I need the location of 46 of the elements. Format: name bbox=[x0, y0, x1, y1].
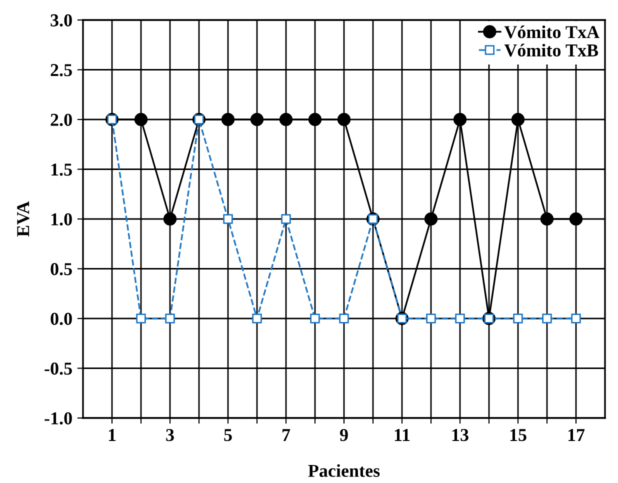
y-tick-label: 3.0 bbox=[50, 14, 72, 27]
y-tick-label: 1.0 bbox=[51, 213, 72, 226]
point bbox=[424, 212, 438, 226]
y-tick-label: 2.0 bbox=[50, 114, 72, 126]
point bbox=[163, 212, 177, 226]
x-tick-label: 1 bbox=[108, 429, 116, 441]
y-tick-label: 1.5 bbox=[51, 164, 72, 176]
point bbox=[281, 214, 291, 224]
point bbox=[542, 314, 552, 324]
point bbox=[569, 212, 583, 226]
point bbox=[221, 112, 235, 126]
y-tick-label: 0.0 bbox=[50, 312, 72, 326]
x-tick-label: 17 bbox=[568, 429, 585, 441]
point bbox=[426, 314, 436, 324]
point bbox=[252, 314, 262, 324]
point bbox=[136, 314, 146, 324]
point bbox=[339, 314, 349, 324]
y-tick-label: -1.0 bbox=[44, 412, 72, 425]
x-tick-label: 5 bbox=[224, 429, 232, 442]
x-tick-label: 7 bbox=[282, 429, 290, 441]
point bbox=[165, 314, 175, 324]
legend-label: Vómito TxB bbox=[504, 44, 598, 57]
y-tick-label: 0.5 bbox=[50, 263, 72, 276]
x-tick-label: 3 bbox=[166, 428, 174, 442]
x-tick-label: 15 bbox=[510, 429, 526, 442]
point bbox=[134, 112, 148, 126]
point bbox=[571, 314, 581, 324]
legend-label: Vómito TxA bbox=[504, 26, 600, 38]
point bbox=[337, 112, 351, 126]
y-tick-label: 2.5 bbox=[50, 64, 72, 76]
point bbox=[511, 112, 525, 126]
y-tick-label: -0.5 bbox=[44, 362, 72, 375]
x-tick-label: 11 bbox=[394, 429, 410, 441]
point bbox=[455, 314, 465, 324]
point bbox=[308, 112, 322, 126]
point bbox=[540, 212, 554, 226]
x-axis-title: Pacientes bbox=[308, 464, 380, 477]
x-tick-label: 9 bbox=[340, 428, 348, 442]
point bbox=[223, 214, 233, 224]
point bbox=[513, 314, 523, 324]
point bbox=[453, 112, 467, 126]
point bbox=[279, 112, 293, 126]
y-axis-title: EVA bbox=[17, 201, 30, 237]
point bbox=[310, 314, 320, 324]
point bbox=[250, 112, 264, 126]
x-tick-label: 13 bbox=[452, 428, 468, 442]
